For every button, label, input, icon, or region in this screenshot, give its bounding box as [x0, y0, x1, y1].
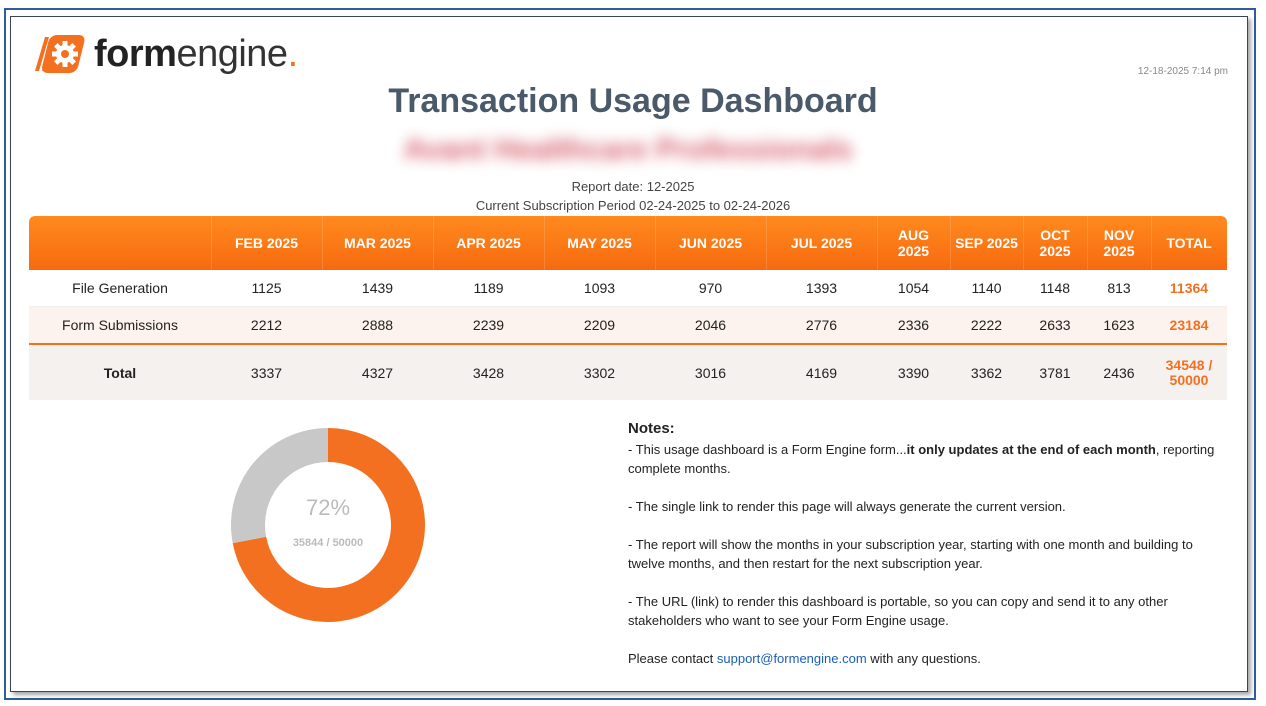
table-cell: 2336 [877, 306, 950, 344]
table-cell: 1189 [433, 270, 544, 307]
table-cell: 2776 [766, 306, 877, 344]
table-cell: 3428 [433, 343, 544, 400]
row-label: Form Submissions [29, 306, 211, 344]
column-header [29, 216, 212, 270]
row-total: 23184 [1151, 306, 1227, 344]
column-header-aug: AUG 2025 [877, 216, 951, 270]
report-date: Report date: 12-2025 [571, 179, 695, 194]
table-cell: 1623 [1087, 306, 1151, 344]
row-label: File Generation [29, 270, 211, 307]
table-cell: 1439 [322, 270, 433, 307]
table-cell: 4327 [322, 343, 433, 400]
column-header-total: TOTAL [1151, 216, 1228, 270]
table-cell: 813 [1087, 270, 1151, 307]
table-cell: 4169 [766, 343, 877, 400]
column-header-apr: APR 2025 [433, 216, 545, 270]
subscription-period: Current Subscription Period 02-24-2025 t… [475, 198, 791, 213]
usage-table: FEB 2025 MAR 2025 APR 2025 MAY 2025 JUN … [29, 216, 1228, 400]
note-update-frequency: - This usage dashboard is a Form Engine … [628, 442, 1215, 476]
table-row-total: Total 3337 4327 3428 3302 3016 4169 3390… [29, 343, 1227, 400]
table-cell: 2212 [211, 306, 322, 344]
grand-total-limit: 50000 [1169, 371, 1209, 388]
table-cell: 2633 [1023, 306, 1087, 344]
table-cell: 1054 [877, 270, 950, 307]
column-header-jul: JUL 2025 [766, 216, 878, 270]
grand-total: 34548 /50000 [1151, 343, 1227, 400]
note-portable-url: - The URL (link) to render this dashboar… [628, 594, 1168, 628]
table-cell: 3337 [211, 343, 322, 400]
donut-slice-remaining [231, 428, 328, 544]
table-header-row: FEB 2025 MAR 2025 APR 2025 MAY 2025 JUN … [29, 216, 1228, 270]
row-label: Total [29, 343, 211, 400]
column-header-feb: FEB 2025 [211, 216, 323, 270]
note-contact: Please contact support@formengine.com wi… [628, 651, 981, 666]
column-header-mar: MAR 2025 [322, 216, 434, 270]
column-header-sep: SEP 2025 [950, 216, 1024, 270]
table-cell: 2239 [433, 306, 544, 344]
window-frame [4, 8, 1256, 700]
table-cell: 1093 [544, 270, 655, 307]
donut-slice-used [232, 428, 425, 622]
table-cell: 1140 [950, 270, 1023, 307]
note-single-link: - The single link to render this page wi… [628, 499, 1066, 514]
redacted-company-name: Avant Healthcare Professionals [403, 133, 853, 166]
table-cell: 2888 [322, 306, 433, 344]
donut-percent-label: 72% [305, 495, 351, 520]
formengine-logo: formengine. [32, 30, 298, 78]
table-row-form-submissions: Form Submissions 2212 2888 2239 2209 204… [29, 306, 1227, 344]
table-cell: 2436 [1087, 343, 1151, 400]
support-email-link[interactable]: support@formengine.com [716, 651, 867, 666]
notes-section: Notes: - This usage dashboard is a Form … [628, 419, 1228, 687]
report-timestamp: 12-18-2025 7:14 pm [1137, 66, 1228, 77]
donut-count-label: 35844 / 50000 [292, 537, 364, 549]
table-cell: 1148 [1023, 270, 1087, 307]
column-header-jun: JUN 2025 [655, 216, 767, 270]
grand-total-used: 34548 / [1165, 356, 1213, 373]
table-cell: 2222 [950, 306, 1023, 344]
table-cell: 3390 [877, 343, 950, 400]
column-header-nov: NOV 2025 [1087, 216, 1152, 270]
column-header-may: MAY 2025 [544, 216, 656, 270]
page-title: Transaction Usage Dashboard [388, 82, 878, 120]
table-cell: 3302 [544, 343, 655, 400]
logo-wordmark: formengine. [94, 32, 298, 75]
note-subscription-months: - The report will show the months in you… [628, 537, 1193, 571]
table-cell: 3016 [655, 343, 766, 400]
table-row-file-generation: File Generation 1125 1439 1189 1093 970 … [29, 270, 1227, 307]
table-cell: 2209 [544, 306, 655, 344]
table-cell: 2046 [655, 306, 766, 344]
table-cell: 1393 [766, 270, 877, 307]
table-cell: 970 [655, 270, 766, 307]
notes-heading: Notes: [628, 420, 675, 437]
usage-donut-chart [231, 428, 425, 622]
column-header-oct: OCT 2025 [1023, 216, 1088, 270]
gear-icon [35, 35, 85, 73]
table-cell: 1125 [211, 270, 322, 307]
table-cell: 3362 [950, 343, 1023, 400]
row-total: 11364 [1151, 270, 1227, 307]
table-cell: 3781 [1023, 343, 1087, 400]
